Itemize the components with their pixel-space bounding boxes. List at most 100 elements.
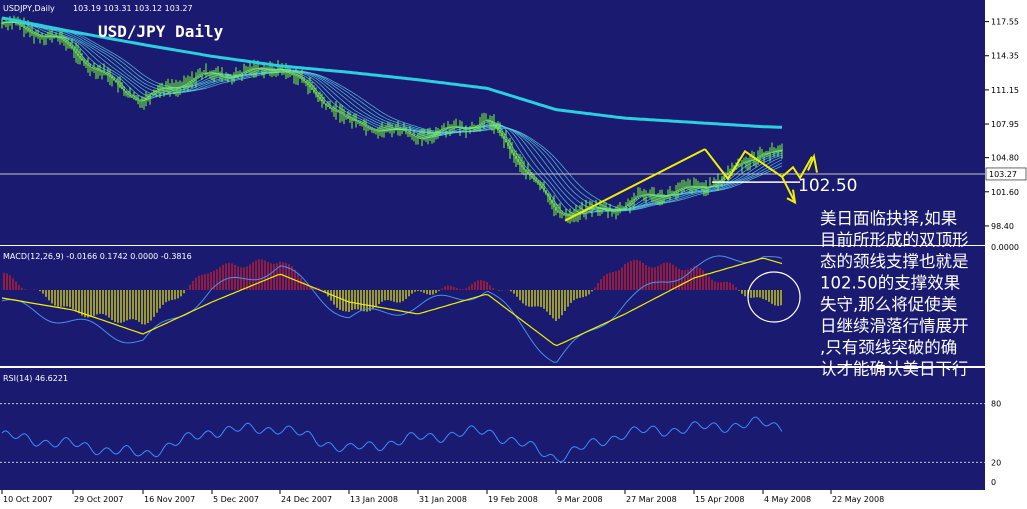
candle-body — [117, 82, 119, 85]
candle-body — [669, 194, 671, 196]
candle-body — [137, 99, 139, 101]
price-layer — [0, 15, 985, 224]
candle-body — [27, 29, 29, 31]
candle-body — [41, 35, 43, 37]
candle-body — [121, 86, 123, 89]
candle-body — [365, 125, 367, 127]
candle-body — [591, 207, 593, 209]
candle-body — [497, 127, 499, 131]
candle-body — [393, 128, 395, 130]
candle-body — [633, 199, 635, 201]
candle-body — [297, 75, 299, 77]
candle-body — [193, 78, 195, 80]
candle-body — [321, 99, 323, 102]
candle-body — [723, 176, 725, 179]
candle-body — [315, 92, 317, 95]
candle-body — [119, 84, 121, 87]
candle-body — [135, 98, 137, 100]
candle-body — [389, 128, 391, 130]
candle-body — [407, 131, 409, 133]
candle-body — [753, 158, 755, 160]
analysis-note-line: 日继续滑落行情展开 — [820, 317, 969, 336]
arrow-head-up — [807, 153, 818, 173]
candle-body — [525, 169, 527, 172]
candle-body — [619, 209, 621, 211]
candle-body — [33, 33, 35, 35]
candle-body — [77, 53, 79, 56]
double-top-outline — [704, 148, 796, 203]
candle-body — [57, 36, 59, 38]
candle-body — [411, 133, 413, 135]
candle-body — [737, 164, 739, 166]
candle-body — [71, 46, 73, 49]
candle-body — [185, 83, 187, 85]
candle-body — [667, 195, 669, 197]
candle-body — [607, 209, 609, 211]
date-tick-label: 22 May 2008 — [832, 495, 884, 504]
candle-body — [307, 82, 309, 85]
candle-body — [371, 128, 373, 130]
candle-body — [709, 186, 711, 188]
candle-body — [455, 126, 457, 128]
candle-body — [425, 137, 427, 139]
candle-body — [665, 195, 667, 197]
candle-body — [275, 69, 277, 71]
candle-body — [327, 105, 329, 107]
candle-body — [715, 183, 717, 185]
candle-body — [107, 73, 109, 76]
candle-body — [241, 72, 243, 75]
candle-body — [471, 127, 473, 129]
candle-body — [605, 209, 607, 211]
candle-body — [259, 68, 261, 70]
candle-body — [539, 183, 541, 186]
candle-body — [489, 120, 491, 122]
candle-body — [375, 130, 377, 132]
candle-body — [757, 156, 759, 158]
candle-body — [159, 88, 161, 90]
candle-body — [775, 150, 777, 152]
candle-body — [9, 21, 11, 23]
candle-body — [739, 163, 741, 165]
candle-body — [169, 87, 171, 89]
candle-body — [49, 36, 51, 38]
macd-layer — [1, 255, 801, 363]
rsi-header: RSI(14) 46.6221 — [3, 374, 68, 383]
candle-body — [427, 136, 429, 138]
candle-body — [377, 130, 379, 132]
candle-body — [449, 126, 451, 128]
candle-body — [147, 96, 149, 99]
candle-body — [37, 34, 39, 36]
candle-body — [537, 181, 539, 184]
candle-body — [127, 93, 129, 95]
candle-body — [615, 210, 617, 212]
candle-body — [111, 76, 113, 79]
candle-body — [1, 22, 3, 24]
analysis-note-line: 美日面临抉择,如果 — [820, 209, 957, 228]
candle-body — [387, 129, 389, 131]
candle-body — [597, 207, 599, 209]
rsi-layer — [0, 403, 985, 463]
candle-body — [123, 88, 125, 92]
candle-body — [93, 67, 95, 69]
candle-body — [181, 85, 183, 87]
candle-body — [219, 74, 221, 76]
candle-body — [267, 69, 269, 71]
candle-body — [401, 129, 403, 131]
candle-body — [529, 173, 531, 176]
candle-body — [35, 34, 37, 36]
arrow-head-down — [786, 189, 797, 205]
candle-body — [335, 110, 337, 112]
candle-body — [349, 118, 351, 120]
candle-body — [541, 185, 543, 189]
candle-body — [479, 123, 481, 125]
candle-body — [759, 155, 761, 157]
candle-body — [749, 160, 751, 162]
candle-body — [231, 77, 233, 79]
candle-body — [485, 119, 487, 122]
candle-body — [61, 38, 63, 40]
candle-body — [549, 196, 551, 200]
rsi-tick-label: 0 — [991, 478, 996, 487]
candle-body — [197, 75, 199, 77]
chart-title: USD/JPY Daily — [98, 22, 224, 41]
analysis-note-line: 认才能确认美日下行 — [820, 360, 969, 379]
